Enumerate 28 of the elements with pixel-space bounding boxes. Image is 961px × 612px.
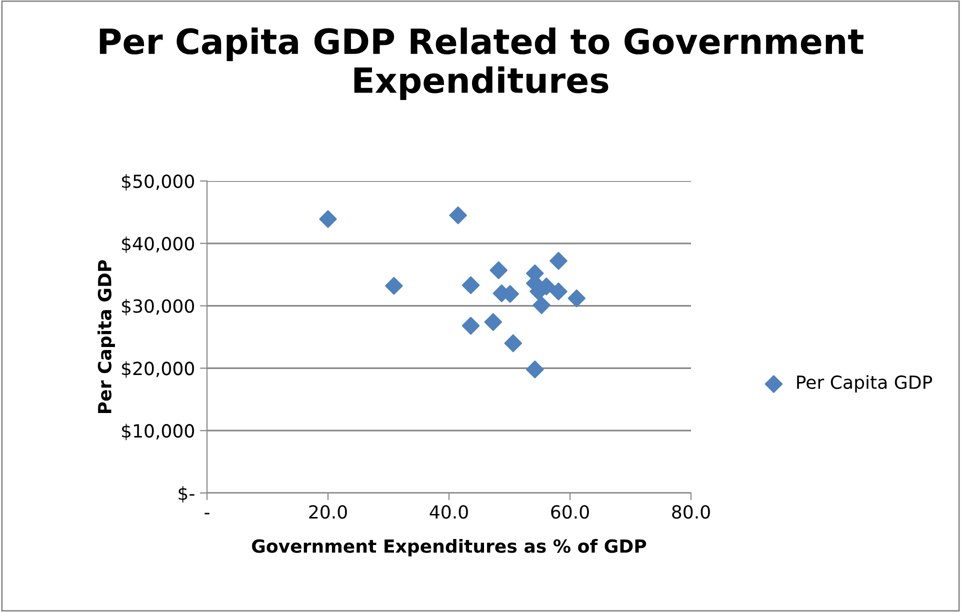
y-tick-label: $20,000 xyxy=(122,361,194,378)
point xyxy=(568,289,586,308)
point xyxy=(484,313,502,331)
x-axis-title: Government Expenditures as % of GDP xyxy=(252,538,646,556)
point xyxy=(504,334,522,352)
point xyxy=(526,360,544,378)
point xyxy=(462,276,480,294)
point xyxy=(550,282,568,300)
y-tick-label: $30,000 xyxy=(122,298,194,316)
point xyxy=(449,206,467,224)
y-tick-label: $40,000 xyxy=(122,236,194,253)
y-tick-label: $10,000 xyxy=(122,424,194,440)
point xyxy=(490,261,508,280)
point xyxy=(319,210,337,228)
point xyxy=(532,296,550,314)
x-tick-label: 40.0 xyxy=(430,505,468,519)
y-tick-label: $- xyxy=(178,486,194,503)
x-tick-label: 80.0 xyxy=(672,505,710,519)
x-tick-label: 60.0 xyxy=(551,505,589,519)
legend-label: Per Capita GDP xyxy=(797,375,932,393)
point xyxy=(550,252,568,270)
x-tick-label: - xyxy=(204,512,210,514)
point xyxy=(385,276,403,295)
chart-title: Per Capita GDP Related to Government Expenditures xyxy=(100,28,864,100)
point xyxy=(462,316,480,335)
y-tick-label: $50,000 xyxy=(122,174,194,191)
x-tick-label: 20.0 xyxy=(309,505,347,519)
y-axis-title: Per Capita GDP xyxy=(98,260,115,414)
